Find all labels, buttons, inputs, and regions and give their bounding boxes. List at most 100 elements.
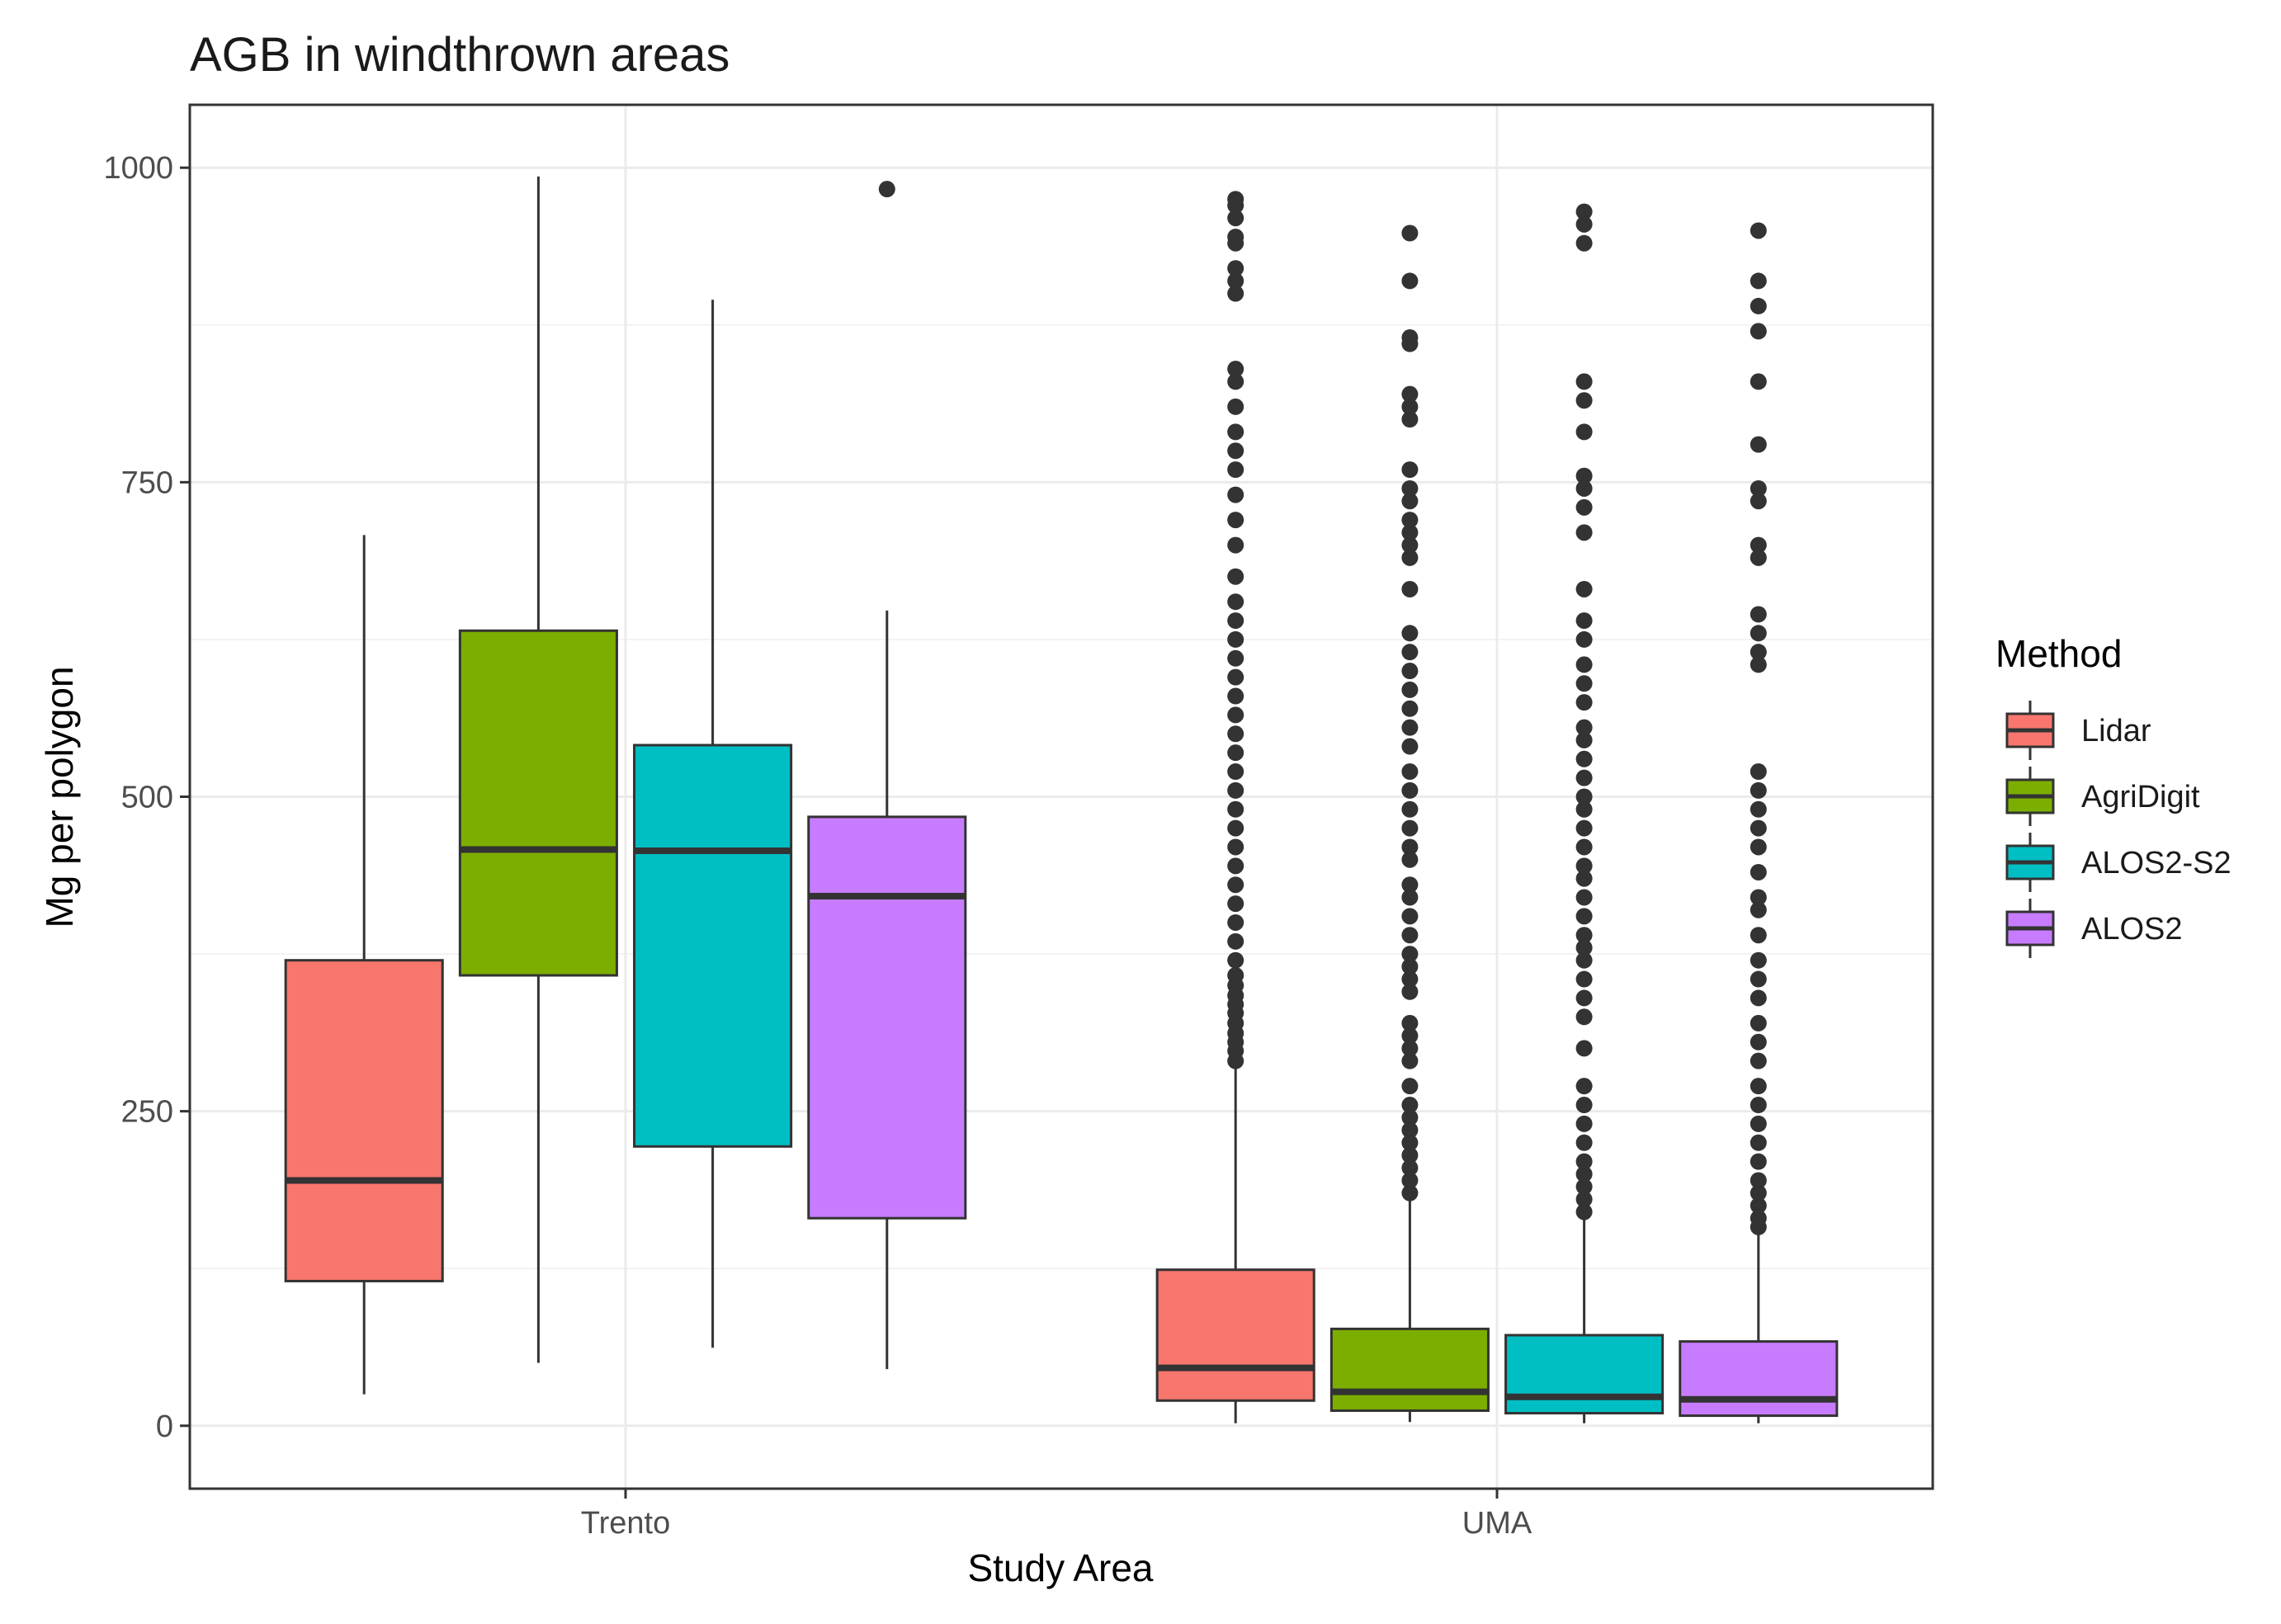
outlier-point [1227, 373, 1244, 390]
box-body [1155, 1268, 1315, 1402]
outlier-point [1750, 1210, 1767, 1227]
box-lidar-trento [284, 535, 444, 1395]
outlier-point [1575, 769, 1593, 786]
outlier-point [1575, 392, 1593, 409]
outlier-point [1575, 498, 1593, 516]
legend-label: Lidar [2081, 714, 2151, 748]
outlier-point [1575, 1191, 1593, 1208]
outlier-point [1750, 644, 1767, 661]
outlier-point [1227, 687, 1244, 705]
outlier-point [1575, 838, 1593, 856]
outlier-point [1575, 1115, 1593, 1132]
outlier-point [1401, 876, 1419, 894]
outlier-point [1401, 1014, 1419, 1032]
outlier-point [1750, 549, 1767, 566]
outlier-point [1750, 763, 1767, 781]
outlier-point [1227, 706, 1244, 724]
outlier-point [1401, 781, 1419, 799]
outlier-point [1575, 750, 1593, 767]
x-tick-label: Trento [581, 1506, 670, 1541]
outlier-point [1401, 1184, 1419, 1201]
y-tick-label: 0 [156, 1409, 173, 1444]
outlier-point [1401, 1134, 1419, 1151]
outlier-point [1575, 656, 1593, 673]
outlier-point [1750, 373, 1767, 390]
outlier-point [1750, 479, 1767, 497]
outlier-point [1575, 1203, 1593, 1220]
outlier-point [1401, 411, 1419, 428]
box-body [1504, 1334, 1665, 1415]
outlier-point [1227, 932, 1244, 950]
outlier-point [1227, 612, 1244, 630]
outlier-point [1575, 467, 1593, 484]
legend-item-agridigit: AgriDigit [2005, 767, 2200, 826]
outlier-point [1227, 512, 1244, 529]
outlier-point [1750, 1153, 1767, 1170]
outlier-point [1227, 763, 1244, 781]
box-series [284, 176, 1839, 1423]
outlier-point [1227, 744, 1244, 762]
outlier-point [1401, 461, 1419, 479]
outlier-point [1227, 229, 1244, 246]
outlier-point [1575, 989, 1593, 1007]
outlier-point [1227, 210, 1244, 227]
x-tick-label: UMA [1462, 1506, 1532, 1541]
box-agridigit-uma [1329, 224, 1490, 1423]
outlier-point [1575, 694, 1593, 711]
legend-item-alos2-s2: ALOS2-S2 [2005, 833, 2231, 892]
outlier-point [1227, 593, 1244, 611]
outlier-point [1750, 1115, 1767, 1132]
outlier-point [1750, 1078, 1767, 1095]
outlier-point [1227, 895, 1244, 913]
outlier-point [1401, 958, 1419, 975]
outlier-point [1750, 927, 1767, 944]
outlier-point [1575, 580, 1593, 597]
outlier-point [1575, 731, 1593, 748]
outlier-point [1401, 663, 1419, 680]
outlier-point [1227, 951, 1244, 969]
outlier-point [1401, 625, 1419, 642]
outlier-point [1750, 1184, 1767, 1201]
outlier-point [1401, 800, 1419, 818]
outlier-point [1401, 398, 1419, 415]
outlier-point [1750, 1033, 1767, 1050]
outlier-point [1575, 927, 1593, 944]
outlier-point [1575, 1153, 1593, 1170]
outlier-point [1227, 423, 1244, 441]
outlier-point [1575, 1097, 1593, 1114]
legend-item-lidar: Lidar [2005, 701, 2151, 760]
outlier-point [1750, 536, 1767, 554]
box-body [284, 959, 444, 1282]
outlier-point [1401, 224, 1419, 242]
legend-title: Method [1995, 632, 2122, 675]
outlier-point [1750, 222, 1767, 239]
outlier-point [1575, 788, 1593, 805]
outlier-point [1401, 889, 1419, 906]
outlier-point [1401, 983, 1419, 1000]
outlier-point [1750, 272, 1767, 290]
outlier-point [1227, 272, 1244, 290]
chart-title: AGB in windthrown areas [190, 28, 730, 82]
outlier-point [1401, 1172, 1419, 1189]
box-alos2-uma [1679, 222, 1839, 1423]
outlier-point [1750, 901, 1767, 918]
outlier-point [1401, 1146, 1419, 1164]
outlier-point [1750, 781, 1767, 799]
x-axis-title: Study Area [967, 1546, 1153, 1589]
outlier-point [878, 181, 895, 198]
box-alos2-s2-uma [1504, 203, 1665, 1423]
outlier-point [1575, 675, 1593, 692]
legend-label: ALOS2 [2081, 912, 2183, 947]
outlier-point [1575, 479, 1593, 497]
y-axis-title: Mg per polygon [38, 666, 81, 928]
outlier-point [1227, 819, 1244, 837]
outlier-point [1575, 524, 1593, 541]
outlier-point [1401, 385, 1419, 403]
legend-label: AgriDigit [2081, 780, 2200, 814]
outlier-point [1401, 1052, 1419, 1069]
box-body [458, 629, 618, 977]
outlier-point [1227, 966, 1244, 984]
outlier-point [1227, 442, 1244, 460]
outlier-point [1401, 700, 1419, 717]
